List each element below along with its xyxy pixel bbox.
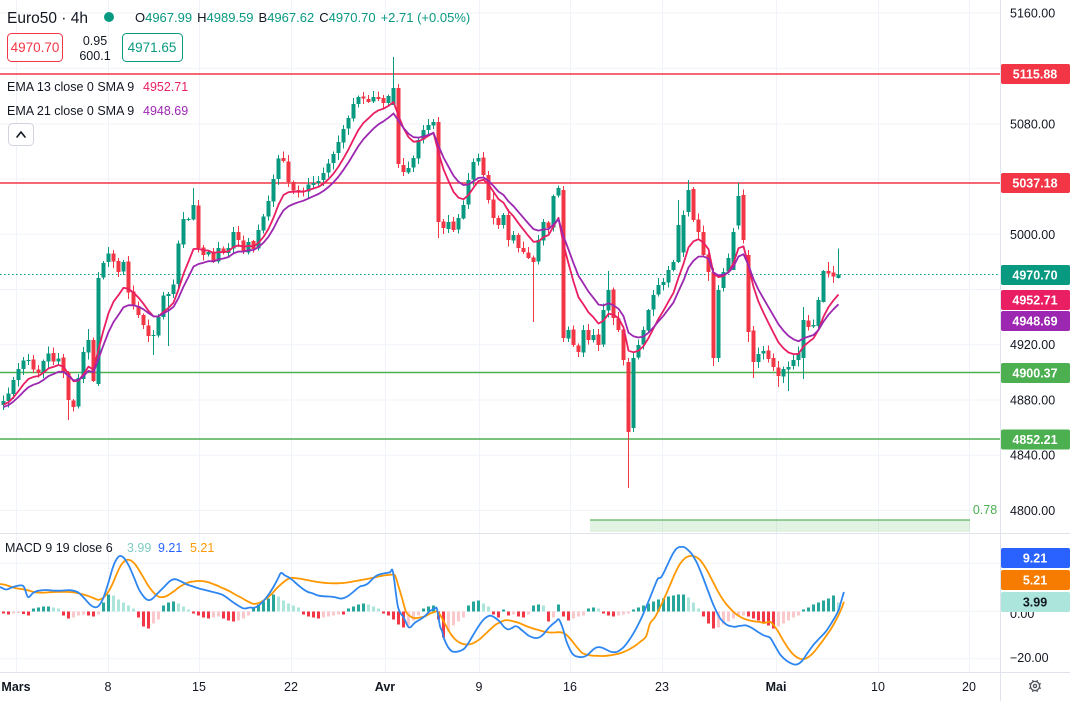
svg-text:5.21: 5.21 (190, 541, 214, 555)
svg-text:4852.21: 4852.21 (1012, 433, 1057, 447)
svg-text:0.95: 0.95 (83, 34, 107, 48)
svg-text:B: B (259, 10, 268, 25)
svg-text:Mai: Mai (766, 680, 787, 694)
svg-text:15: 15 (192, 680, 206, 694)
svg-text:+2.71 (+0.05%): +2.71 (+0.05%) (381, 10, 471, 25)
svg-text:5.21: 5.21 (1023, 574, 1047, 588)
svg-text:4900.37: 4900.37 (1012, 367, 1057, 381)
svg-text:16: 16 (563, 680, 577, 694)
svg-text:4971.65: 4971.65 (128, 40, 177, 55)
svg-text:22: 22 (284, 680, 298, 694)
svg-text:Mars: Mars (1, 680, 30, 694)
svg-text:10: 10 (871, 680, 885, 694)
svg-text:23: 23 (655, 680, 669, 694)
svg-text:3.99: 3.99 (127, 541, 151, 555)
svg-text:4880.00: 4880.00 (1010, 394, 1055, 408)
svg-text:4970.70: 4970.70 (329, 10, 376, 25)
svg-text:EMA 13 close 0 SMA 9: EMA 13 close 0 SMA 9 (7, 80, 134, 94)
svg-text:O: O (135, 10, 145, 25)
svg-text:MACD 9 19 close 6: MACD 9 19 close 6 (5, 541, 113, 555)
svg-text:5000.00: 5000.00 (1010, 228, 1055, 242)
svg-text:5080.00: 5080.00 (1010, 117, 1055, 131)
svg-text:EMA 21 close 0 SMA 9: EMA 21 close 0 SMA 9 (7, 104, 134, 118)
svg-text:600.1: 600.1 (79, 49, 110, 63)
svg-text:5037.18: 5037.18 (1012, 177, 1057, 191)
svg-text:Avr: Avr (375, 680, 396, 694)
svg-text:8: 8 (105, 680, 112, 694)
svg-text:9: 9 (476, 680, 483, 694)
svg-text:4967.99: 4967.99 (145, 10, 192, 25)
svg-text:4952.71: 4952.71 (1012, 294, 1057, 308)
svg-text:9.21: 9.21 (158, 541, 182, 555)
svg-text:4800.00: 4800.00 (1010, 504, 1055, 518)
svg-text:−20.00: −20.00 (1010, 651, 1049, 665)
svg-text:4989.59: 4989.59 (207, 10, 254, 25)
svg-text:4840.00: 4840.00 (1010, 449, 1055, 463)
svg-text:5115.88: 5115.88 (1013, 68, 1058, 82)
svg-text:4920.00: 4920.00 (1010, 338, 1055, 352)
svg-text:0.78: 0.78 (973, 503, 997, 517)
svg-text:5160.00: 5160.00 (1010, 7, 1055, 21)
svg-text:4948.69: 4948.69 (1012, 315, 1057, 329)
svg-text:C: C (319, 10, 328, 25)
svg-text:4970.70: 4970.70 (1012, 269, 1057, 283)
svg-text:9.21: 9.21 (1023, 552, 1047, 566)
svg-text:3.99: 3.99 (1023, 596, 1047, 610)
svg-text:H: H (197, 10, 206, 25)
svg-text:4948.69: 4948.69 (143, 104, 188, 118)
svg-text:20: 20 (962, 680, 976, 694)
svg-text:Euro50 · 4h: Euro50 · 4h (7, 10, 88, 27)
svg-text:4970.70: 4970.70 (11, 40, 60, 55)
svg-text:4952.71: 4952.71 (143, 80, 188, 94)
svg-text:4967.62: 4967.62 (267, 10, 314, 25)
